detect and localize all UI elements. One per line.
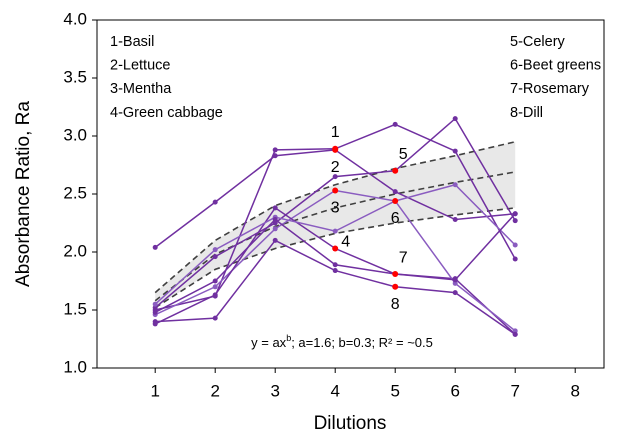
data-point [152,301,158,307]
y-tick-label: 2.0 [63,241,87,260]
fit-equation-exponent: b [286,333,291,343]
point-label: 1 [331,124,340,141]
x-tick-label: 2 [210,381,219,400]
fit-line [154,207,516,309]
data-point [392,189,398,195]
data-point [272,147,278,153]
data-point [212,247,218,253]
legend-entry: 6-Beet greens [510,58,601,74]
point-label: 6 [391,210,400,227]
data-point [332,262,338,268]
data-point [212,292,218,298]
plot-frame [96,19,605,369]
fit-equation: y = axb; a=1.6; b=0.3; R² = ~0.5 [251,333,433,350]
highlight-point [392,283,399,290]
data-point [212,284,218,290]
x-tick-label: 8 [570,381,579,400]
highlight-point [332,187,339,194]
point-label: 3 [331,200,340,217]
data-point [452,182,458,188]
legend-entry: 5-Celery [510,34,566,50]
legend-entry: 4-Green cabbage [110,105,223,121]
data-point [512,331,518,337]
legend-entry: 8-Dill [510,105,543,121]
data-point [212,199,218,205]
highlight-point [332,146,339,153]
data-point [392,121,398,127]
data-point [452,280,458,286]
data-point [452,217,458,223]
data-point [272,205,278,211]
data-point [272,153,278,159]
data-point [152,309,158,315]
x-axis-title: Dilutions [314,413,387,434]
data-point [152,305,158,311]
fit-line [154,141,516,294]
point-label: 8 [391,296,400,313]
point-label: 5 [399,146,408,163]
y-tick-label: 2.5 [63,183,87,202]
fit-equation-part: ; a=1.6; b=0.3; R² = ~0.5 [291,335,433,350]
data-point [212,315,218,321]
x-tick-label: 4 [330,381,339,400]
legend-entry: 3-Mentha [110,81,172,97]
x-tick-label: 7 [510,381,519,400]
highlight-point [392,167,399,174]
data-point [212,254,218,260]
legend-entry: 7-Rosemary [510,81,590,97]
y-tick-label: 3.0 [63,125,87,144]
fit-equation-part: y = ax [251,335,287,350]
data-point [152,319,158,325]
data-point [512,256,518,262]
fit-band [155,141,516,308]
y-tick-label: 4.0 [63,9,87,28]
point-label: 4 [341,234,350,251]
data-point [332,228,338,234]
data-point [212,278,218,284]
y-tick-label: 1.5 [63,299,87,318]
data-point [512,242,518,248]
data-point [452,290,458,296]
legend-entry: 2-Lettuce [110,58,170,74]
data-point [452,277,458,283]
data-point [452,148,458,154]
x-tick-label: 6 [450,381,459,400]
data-point [512,211,518,217]
x-tick-label: 5 [390,381,399,400]
data-point [272,226,278,232]
data-point [512,328,518,334]
highlight-point [392,197,399,204]
x-tick-label: 1 [150,381,159,400]
data-point [272,217,278,223]
point-label: 2 [331,159,340,176]
data-point [512,218,518,224]
legend-entry: 1-Basil [110,34,154,50]
highlight-point [332,245,339,252]
data-point [332,268,338,274]
y-tick-label: 1.0 [63,357,87,376]
data-point [452,116,458,122]
data-point [152,244,158,250]
data-point [332,174,338,180]
y-tick-label: 3.5 [63,67,87,86]
point-label: 7 [399,249,408,266]
x-tick-label: 3 [270,381,279,400]
y-axis-title: Absorbance Ratio, Ra [13,101,34,287]
data-point [272,237,278,243]
highlight-point [392,271,399,278]
